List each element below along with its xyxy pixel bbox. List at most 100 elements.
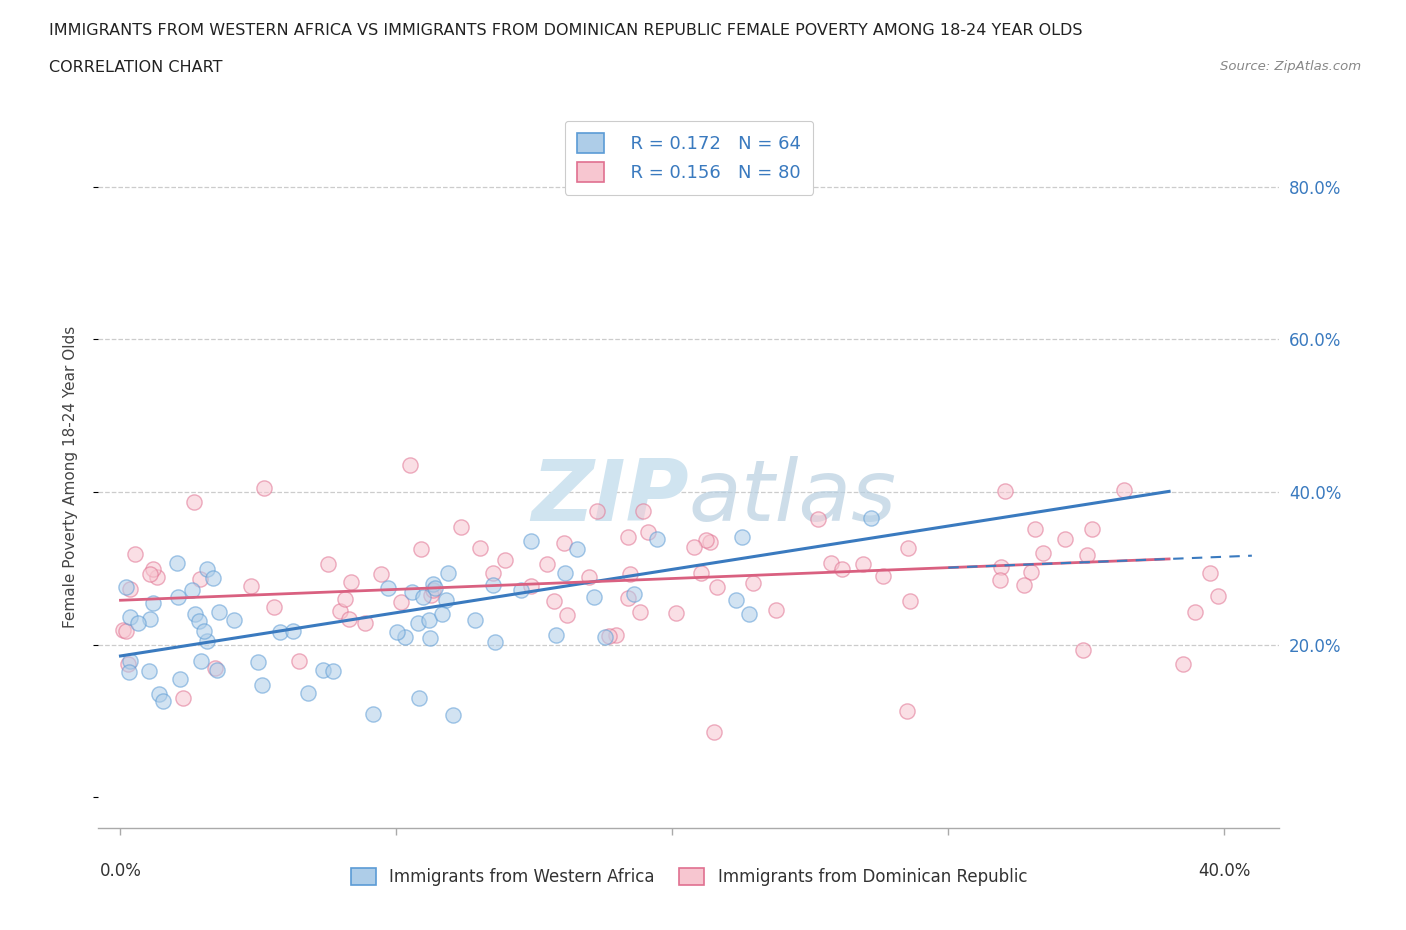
Point <box>399 458 422 472</box>
Point <box>860 510 883 525</box>
Point <box>204 660 226 675</box>
Point <box>193 623 215 638</box>
Point <box>263 599 285 614</box>
Point <box>115 579 138 594</box>
Point <box>482 565 505 580</box>
Point <box>183 495 205 510</box>
Point <box>142 562 165 577</box>
Point <box>139 612 162 627</box>
Point <box>152 694 174 709</box>
Point <box>172 690 194 705</box>
Point <box>1206 589 1229 604</box>
Point <box>683 539 706 554</box>
Point <box>117 657 139 671</box>
Point <box>253 481 276 496</box>
Point <box>724 592 747 607</box>
Point <box>195 633 218 648</box>
Point <box>422 582 444 597</box>
Point <box>631 503 654 518</box>
Point <box>187 614 209 629</box>
Point <box>184 607 207 622</box>
Point <box>142 596 165 611</box>
Point <box>546 628 568 643</box>
Point <box>333 591 356 606</box>
Point <box>195 562 218 577</box>
Text: CORRELATION CHART: CORRELATION CHART <box>49 60 222 75</box>
Point <box>138 663 160 678</box>
Point <box>297 686 319 701</box>
Point <box>1032 546 1054 561</box>
Point <box>1184 604 1206 619</box>
Point <box>322 663 344 678</box>
Point <box>990 560 1012 575</box>
Point <box>598 629 620 644</box>
Point <box>994 484 1017 498</box>
Point <box>139 566 162 581</box>
Point <box>831 562 853 577</box>
Point <box>695 532 717 547</box>
Point <box>1171 657 1194 671</box>
Point <box>468 540 491 555</box>
Point <box>585 504 607 519</box>
Point <box>337 612 360 627</box>
Point <box>665 605 688 620</box>
Point <box>484 634 506 649</box>
Text: atlas: atlas <box>689 457 897 539</box>
Point <box>408 690 430 705</box>
Point <box>619 566 641 581</box>
Y-axis label: Female Poverty Among 18-24 Year Olds: Female Poverty Among 18-24 Year Olds <box>63 326 77 628</box>
Point <box>246 655 269 670</box>
Point <box>201 570 224 585</box>
Point <box>377 580 399 595</box>
Point <box>820 556 842 571</box>
Point <box>637 525 659 539</box>
Point <box>616 591 638 605</box>
Point <box>148 686 170 701</box>
Point <box>623 586 645 601</box>
Point <box>706 579 728 594</box>
Point <box>316 556 339 571</box>
Point <box>434 592 457 607</box>
Point <box>510 582 533 597</box>
Point <box>605 628 627 643</box>
Point <box>146 570 169 585</box>
Point <box>555 607 578 622</box>
Point <box>1024 522 1046 537</box>
Legend: Immigrants from Western Africa, Immigrants from Dominican Republic: Immigrants from Western Africa, Immigran… <box>344 861 1033 893</box>
Point <box>441 707 464 722</box>
Point <box>419 631 441 645</box>
Point <box>520 578 543 593</box>
Text: 40.0%: 40.0% <box>1198 862 1250 880</box>
Point <box>645 531 668 546</box>
Point <box>181 582 204 597</box>
Point <box>553 536 575 551</box>
Point <box>114 624 136 639</box>
Point <box>738 606 761 621</box>
Point <box>361 707 384 722</box>
Point <box>1054 532 1077 547</box>
Point <box>699 535 721 550</box>
Point <box>536 556 558 571</box>
Point <box>872 568 894 583</box>
Point <box>408 615 430 630</box>
Point <box>988 573 1011 588</box>
Point <box>269 625 291 640</box>
Point <box>420 587 443 602</box>
Point <box>731 530 754 545</box>
Point <box>118 665 141 680</box>
Point <box>1073 643 1095 658</box>
Point <box>418 612 440 627</box>
Text: IMMIGRANTS FROM WESTERN AFRICA VS IMMIGRANTS FROM DOMINICAN REPUBLIC FEMALE POVE: IMMIGRANTS FROM WESTERN AFRICA VS IMMIGR… <box>49 23 1083 38</box>
Point <box>543 593 565 608</box>
Point <box>167 590 190 604</box>
Point <box>190 654 212 669</box>
Point <box>595 630 617 644</box>
Point <box>898 593 921 608</box>
Point <box>689 565 711 580</box>
Point <box>422 577 444 591</box>
Point <box>482 578 505 592</box>
Point <box>394 630 416 644</box>
Point <box>239 578 262 593</box>
Point <box>389 594 412 609</box>
Point <box>765 603 787 618</box>
